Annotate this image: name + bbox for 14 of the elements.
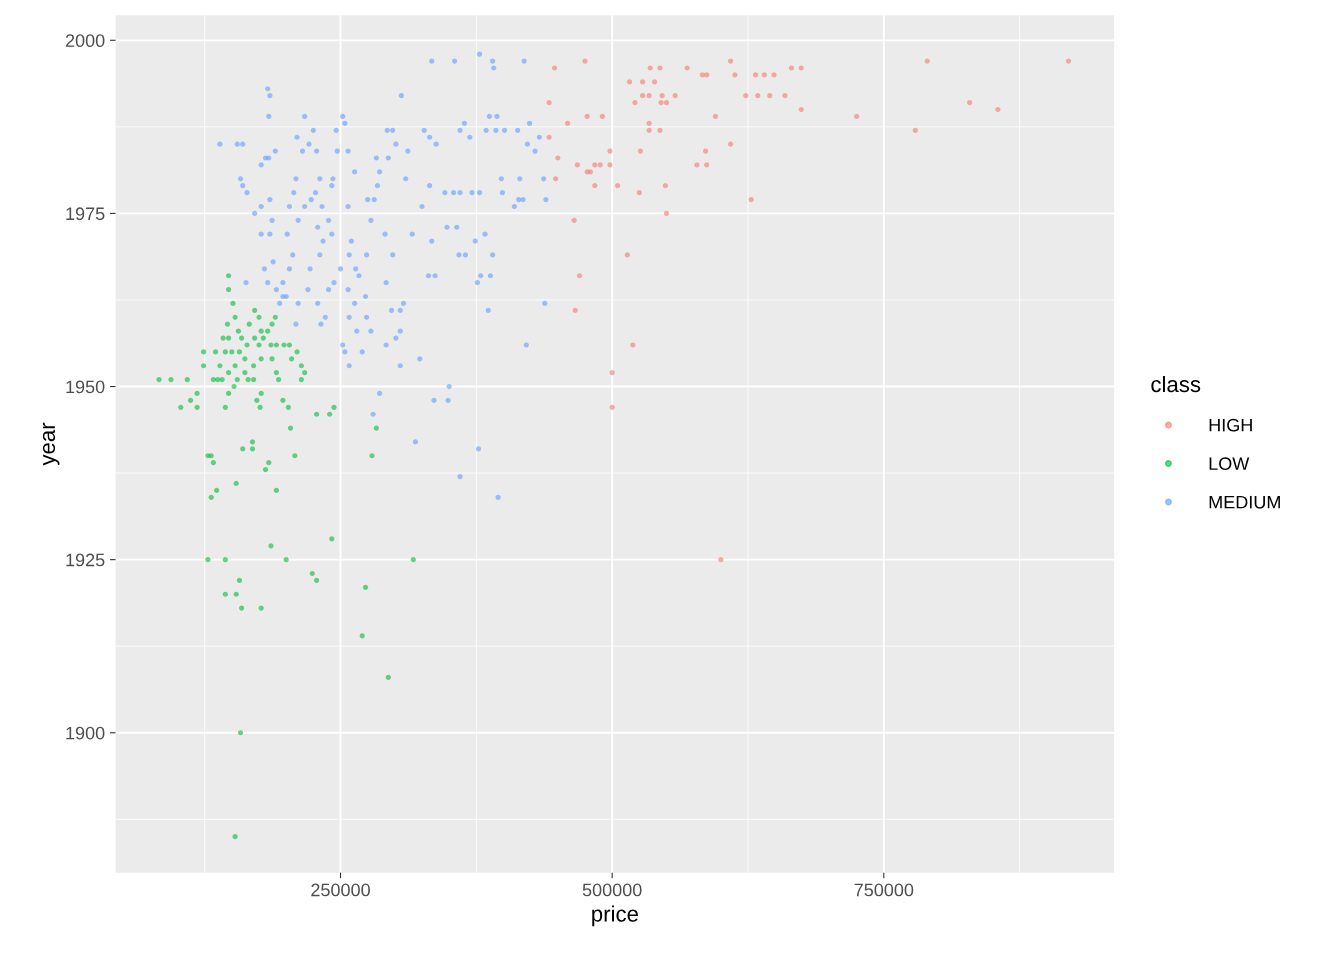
y-tick-label: 1925 [66,553,105,567]
legend-title: class [1151,375,1201,393]
y-axis-title: year [42,422,60,466]
y-tick-label: 1950 [66,380,105,394]
y-tick-label: 1900 [66,726,105,740]
x-tick-label: 500000 [582,883,642,897]
y-tick-label: 2000 [65,34,105,48]
x-tick-label: 750000 [854,883,914,897]
y-tick-label: 1975 [66,207,105,221]
legend-label: HIGH [1209,418,1252,432]
x-tick-label: 250000 [311,883,370,897]
legend-label: MEDIUM [1209,495,1280,509]
x-axis-title: price [592,905,638,927]
legend-label: LOW [1209,457,1250,471]
